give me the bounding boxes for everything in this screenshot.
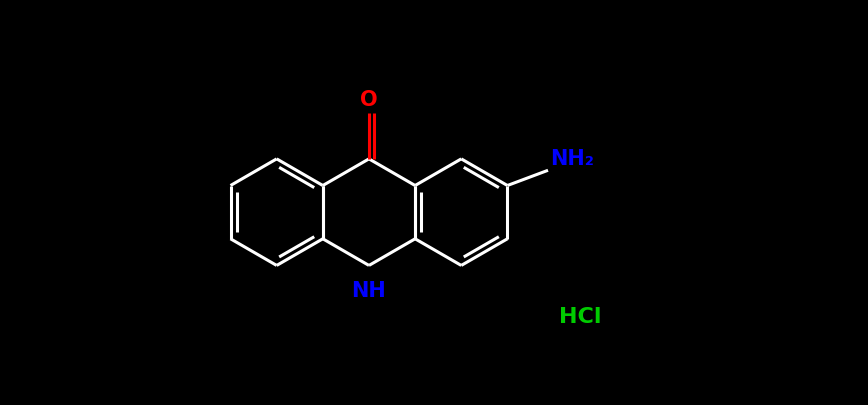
Text: O: O	[360, 90, 378, 110]
Text: NH: NH	[352, 280, 386, 300]
Text: HCl: HCl	[559, 306, 602, 326]
Text: NH₂: NH₂	[550, 149, 594, 169]
